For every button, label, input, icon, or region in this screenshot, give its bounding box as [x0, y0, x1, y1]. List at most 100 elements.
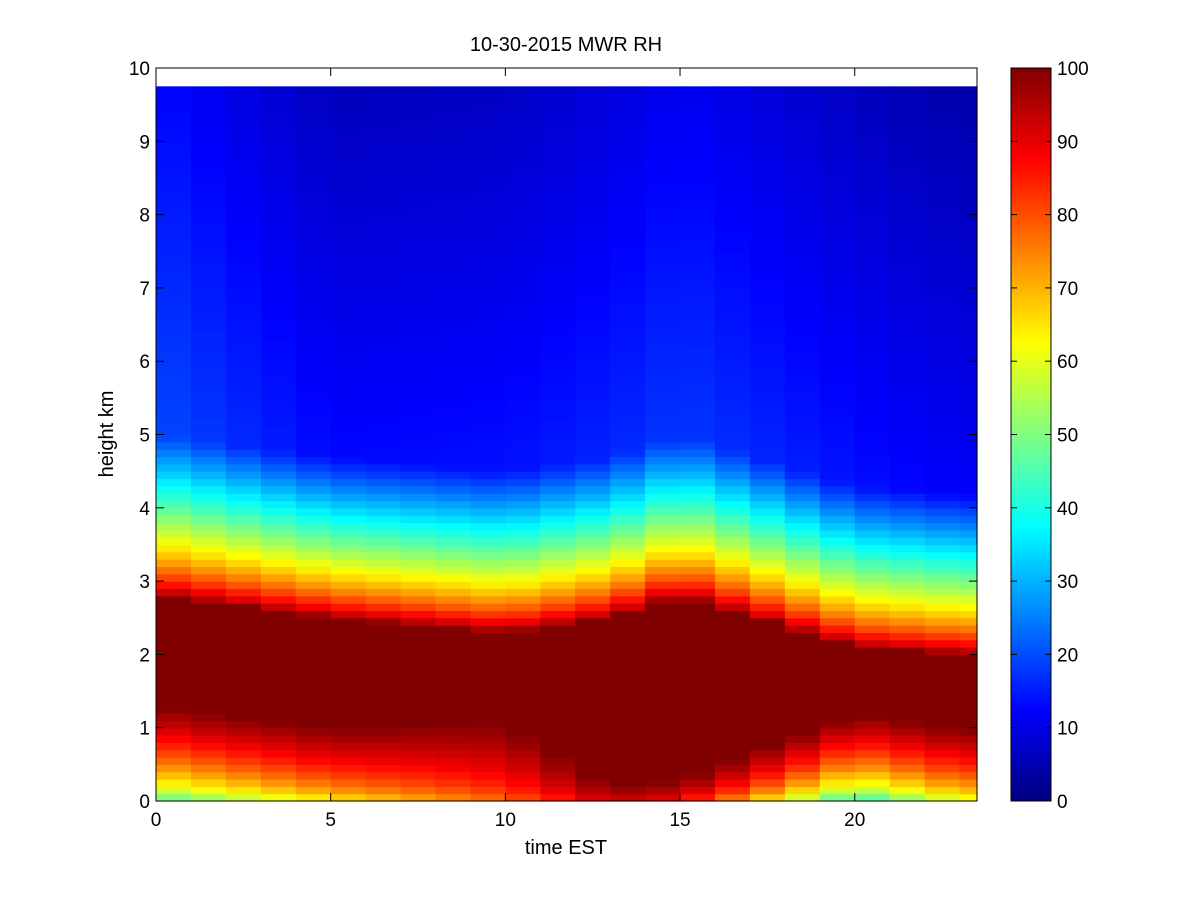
heatmap-cell: [749, 361, 786, 370]
heatmap-cell: [819, 573, 856, 582]
heatmap-cell: [645, 617, 681, 626]
heatmap-cell: [784, 412, 821, 421]
heatmap-cell: [260, 155, 297, 164]
heatmap-cell: [435, 463, 472, 472]
heatmap-cell: [645, 339, 681, 348]
heatmap-cell: [435, 537, 472, 546]
heatmap-cell: [470, 500, 506, 509]
heatmap-cell: [400, 405, 437, 414]
heatmap-cell: [156, 779, 192, 787]
heatmap-cell: [959, 287, 978, 296]
heatmap-cell: [680, 427, 716, 436]
heatmap-cell: [295, 405, 332, 414]
heatmap-cell: [190, 133, 227, 142]
heatmap-cell: [225, 185, 262, 194]
heatmap-cell: [435, 133, 472, 142]
heatmap-cell: [295, 361, 332, 370]
heatmap-cell: [749, 155, 786, 164]
heatmap-cell: [295, 507, 332, 516]
heatmap-cell: [225, 331, 262, 340]
heatmap-cell: [610, 199, 646, 208]
heatmap-cell: [714, 397, 751, 406]
heatmap-cell: [924, 603, 961, 612]
heatmap-cell: [924, 727, 961, 736]
heatmap-cell: [610, 669, 646, 677]
heatmap-cell: [680, 595, 716, 604]
heatmap-cell: [470, 265, 506, 274]
heatmap-cell: [575, 610, 611, 619]
heatmap-cell: [260, 361, 297, 370]
heatmap-cell: [680, 537, 716, 546]
heatmap-cell: [959, 375, 978, 384]
heatmap-cell: [365, 324, 402, 333]
heatmap-cell: [575, 669, 611, 677]
heatmap-cell: [924, 581, 961, 590]
heatmap-cell: [295, 566, 332, 575]
heatmap-cell: [575, 111, 611, 120]
heatmap-cell: [924, 86, 961, 91]
heatmap-cell: [714, 353, 751, 362]
heatmap-cell: [435, 669, 472, 677]
heatmap-cell: [330, 397, 367, 406]
heatmap-cell: [225, 177, 262, 186]
heatmap-cell: [505, 375, 541, 384]
heatmap-cell: [295, 493, 332, 502]
heatmap-cell: [505, 390, 541, 399]
heatmap-cell: [400, 419, 437, 428]
heatmap-cell: [156, 280, 192, 289]
heatmap-cell: [714, 141, 751, 150]
heatmap-cell: [610, 331, 646, 340]
heatmap-cell: [470, 412, 506, 421]
y-tick-label: 3: [139, 572, 150, 593]
heatmap-cell: [540, 97, 576, 106]
heatmap-cell: [190, 177, 227, 186]
heatmap-cell: [225, 669, 262, 677]
heatmap-cell: [854, 287, 891, 296]
heatmap-cell: [889, 383, 926, 392]
heatmap-cell: [225, 617, 262, 626]
heatmap-cell: [819, 339, 856, 348]
heatmap-cell: [435, 441, 472, 450]
heatmap-cell: [924, 397, 961, 406]
heatmap-cell: [959, 280, 978, 289]
heatmap-cell: [749, 493, 786, 502]
heatmap-cell: [330, 346, 367, 355]
chart-title: 10-30-2015 MWR RH: [470, 34, 662, 56]
heatmap-cell: [784, 507, 821, 516]
heatmap-cell: [505, 735, 541, 743]
heatmap-cell: [889, 610, 926, 619]
heatmap-cell: [714, 273, 751, 282]
heatmap-cell: [260, 537, 297, 546]
heatmap-cell: [540, 603, 576, 612]
heatmap-cell: [540, 544, 576, 553]
heatmap-cell: [295, 786, 332, 795]
heatmap-cell: [924, 295, 961, 304]
heatmap-cell: [680, 104, 716, 113]
heatmap-cell: [505, 588, 541, 597]
heatmap-cell: [540, 639, 576, 648]
heatmap-cell: [819, 375, 856, 384]
heatmap-cell: [854, 779, 891, 787]
heatmap-cell: [854, 573, 891, 582]
heatmap-cell: [610, 405, 646, 414]
heatmap-cell: [190, 214, 227, 223]
heatmap-cell: [645, 185, 681, 194]
heatmap-cell: [365, 339, 402, 348]
heatmap-cell: [854, 302, 891, 311]
heatmap-cell: [680, 779, 716, 787]
heatmap-cell: [924, 309, 961, 318]
heatmap-cell: [714, 390, 751, 399]
heatmap-cell: [505, 771, 541, 780]
heatmap-cell: [156, 544, 192, 553]
heatmap-cell: [924, 199, 961, 208]
heatmap-cell: [505, 287, 541, 296]
heatmap-cell: [295, 617, 332, 626]
heatmap-cell: [854, 383, 891, 392]
heatmap-cell: [889, 749, 926, 758]
heatmap-cell: [365, 515, 402, 524]
heatmap-cell: [540, 449, 576, 458]
heatmap-cell: [400, 97, 437, 106]
heatmap-cell: [225, 236, 262, 245]
heatmap-cell: [505, 705, 541, 714]
heatmap-cell: [854, 522, 891, 531]
